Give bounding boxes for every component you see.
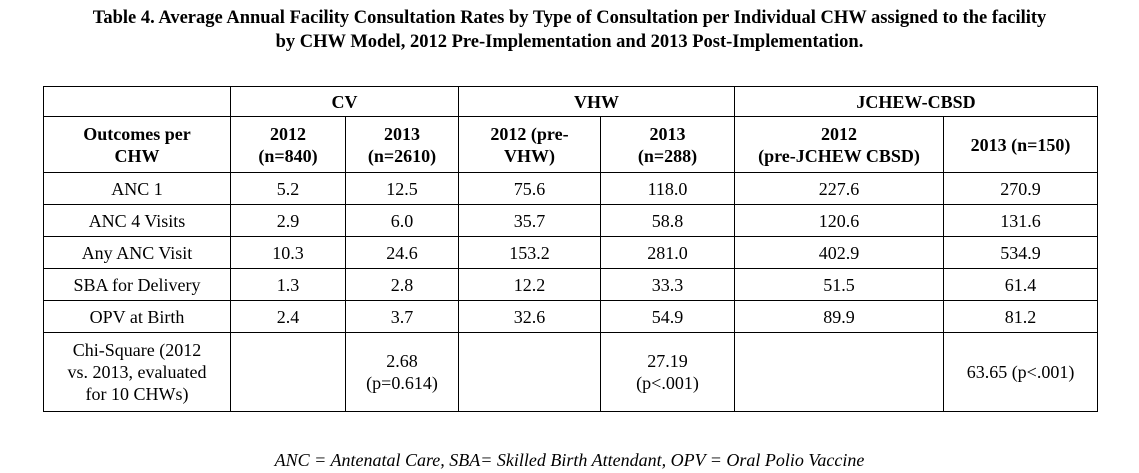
cell-vhw-2012: 153.2 bbox=[458, 236, 601, 269]
header-vhw-2012: 2012 (pre- VHW) bbox=[458, 116, 601, 173]
group-header-row: CV VHW JCHEW-CBSD bbox=[43, 86, 1099, 117]
row-label: OPV at Birth bbox=[43, 300, 231, 333]
header-outcomes-line-1: Outcomes per bbox=[83, 123, 191, 144]
group-header-cv: CV bbox=[230, 86, 459, 117]
cell-jchew-2013: 81.2 bbox=[942, 300, 1099, 333]
row-label: ANC 1 bbox=[43, 172, 231, 205]
chi-square-vhw: 27.19 (p<.001) bbox=[600, 332, 735, 412]
header-vhw-2012-line-2: VHW) bbox=[504, 145, 555, 166]
cell-jchew-2012: 402.9 bbox=[734, 236, 944, 269]
cell-jchew-2012: 89.9 bbox=[734, 300, 944, 333]
cell-cv-2013: 12.5 bbox=[345, 172, 459, 205]
chi-square-vhw-value: 27.19 bbox=[647, 351, 688, 371]
table-footnote: ANC = Antenatal Care, SBA= Skilled Birth… bbox=[274, 450, 865, 470]
header-cv-2013: 2013 (n=2610) bbox=[345, 116, 459, 173]
table-caption: Table 4. Average Annual Facility Consult… bbox=[0, 6, 1139, 54]
header-vhw-2012-line-1: 2012 (pre- bbox=[490, 123, 569, 144]
header-jchew-2012-line-2: (pre-JCHEW CBSD) bbox=[758, 145, 920, 166]
header-cv-2013-line-1: 2013 bbox=[384, 123, 420, 144]
chi-square-label-line-3: for 10 CHWs) bbox=[85, 384, 189, 404]
header-jchew-2012: 2012 (pre-JCHEW CBSD) bbox=[734, 116, 944, 173]
chi-square-label-line-1: Chi-Square (2012 bbox=[72, 340, 202, 360]
chi-square-cv-value: 2.68 bbox=[386, 351, 418, 371]
cell-cv-2013: 24.6 bbox=[345, 236, 459, 269]
subheader-row: Outcomes per CHW 2012 (n=840) 2013 (n=26… bbox=[43, 116, 1099, 173]
cell-vhw-2013: 33.3 bbox=[600, 268, 735, 301]
cell-vhw-2013: 118.0 bbox=[600, 172, 735, 205]
header-cv-2012-line-1: 2012 bbox=[270, 123, 306, 144]
cell-empty bbox=[734, 332, 944, 412]
chi-square-cv-p: (p=0.614) bbox=[366, 373, 438, 393]
caption-line-1: Table 4. Average Annual Facility Consult… bbox=[92, 8, 1047, 28]
header-vhw-2013: 2013 (n=288) bbox=[600, 116, 735, 173]
empty-corner-cell bbox=[43, 86, 231, 117]
cell-jchew-2012: 51.5 bbox=[734, 268, 944, 301]
group-header-jchew: JCHEW-CBSD bbox=[733, 86, 1099, 117]
cell-cv-2013: 2.8 bbox=[345, 268, 459, 301]
row-label: ANC 4 Visits bbox=[43, 204, 231, 237]
header-vhw-2013-line-2: (n=288) bbox=[637, 145, 698, 166]
chi-square-cv: 2.68 (p=0.614) bbox=[345, 332, 459, 412]
row-label: SBA for Delivery bbox=[43, 268, 231, 301]
header-jchew-2013: 2013 (n=150) bbox=[942, 116, 1099, 173]
cell-empty bbox=[458, 332, 601, 412]
cell-vhw-2012: 12.2 bbox=[458, 268, 601, 301]
cell-cv-2013: 3.7 bbox=[345, 300, 459, 333]
table-row: ANC 1 5.2 12.5 75.6 118.0 227.6 270.9 bbox=[43, 172, 1099, 205]
cell-cv-2012: 2.9 bbox=[230, 204, 346, 237]
cell-empty bbox=[230, 332, 346, 412]
table-row: OPV at Birth 2.4 3.7 32.6 54.9 89.9 81.2 bbox=[43, 300, 1099, 333]
header-jchew-2012-line-1: 2012 bbox=[821, 123, 857, 144]
header-cv-2012: 2012 (n=840) bbox=[230, 116, 346, 173]
group-header-vhw: VHW bbox=[458, 86, 735, 117]
cell-vhw-2013: 281.0 bbox=[600, 236, 735, 269]
header-cv-2012-line-2: (n=840) bbox=[258, 145, 318, 166]
row-label: Any ANC Visit bbox=[43, 236, 231, 269]
header-outcomes-line-2: CHW bbox=[114, 145, 160, 166]
table-row: ANC 4 Visits 2.9 6.0 35.7 58.8 120.6 131… bbox=[43, 204, 1099, 237]
cell-vhw-2012: 35.7 bbox=[458, 204, 601, 237]
cell-jchew-2013: 131.6 bbox=[942, 204, 1099, 237]
table-row: SBA for Delivery 1.3 2.8 12.2 33.3 51.5 … bbox=[43, 268, 1099, 301]
header-vhw-2013-line-1: 2013 bbox=[649, 123, 686, 144]
chi-square-jchew: 63.65 (p<.001) bbox=[942, 332, 1099, 412]
cell-vhw-2012: 75.6 bbox=[458, 172, 601, 205]
chi-square-row: Chi-Square (2012 vs. 2013, evaluated for… bbox=[43, 332, 1099, 412]
cell-cv-2012: 10.3 bbox=[230, 236, 346, 269]
cell-vhw-2013: 54.9 bbox=[600, 300, 735, 333]
table-row: Any ANC Visit 10.3 24.6 153.2 281.0 402.… bbox=[43, 236, 1099, 269]
cell-jchew-2012: 120.6 bbox=[734, 204, 944, 237]
header-outcomes: Outcomes per CHW bbox=[43, 116, 231, 173]
cell-cv-2012: 1.3 bbox=[230, 268, 346, 301]
cell-jchew-2013: 534.9 bbox=[942, 236, 1099, 269]
cell-cv-2012: 5.2 bbox=[230, 172, 346, 205]
cell-vhw-2012: 32.6 bbox=[458, 300, 601, 333]
cell-cv-2013: 6.0 bbox=[345, 204, 459, 237]
cell-jchew-2012: 227.6 bbox=[734, 172, 944, 205]
chi-square-label-line-2: vs. 2013, evaluated bbox=[67, 362, 207, 382]
caption-line-2: by CHW Model, 2012 Pre-Implementation an… bbox=[275, 32, 864, 52]
cell-jchew-2013: 270.9 bbox=[942, 172, 1099, 205]
chi-square-label: Chi-Square (2012 vs. 2013, evaluated for… bbox=[43, 332, 231, 412]
header-cv-2013-line-2: (n=2610) bbox=[367, 145, 437, 166]
cell-jchew-2013: 61.4 bbox=[942, 268, 1099, 301]
cell-cv-2012: 2.4 bbox=[230, 300, 346, 333]
chi-square-vhw-p: (p<.001) bbox=[636, 373, 699, 393]
consultation-rates-table: CV VHW JCHEW-CBSD Outcomes per CHW 2012 … bbox=[43, 86, 1099, 412]
cell-vhw-2013: 58.8 bbox=[600, 204, 735, 237]
